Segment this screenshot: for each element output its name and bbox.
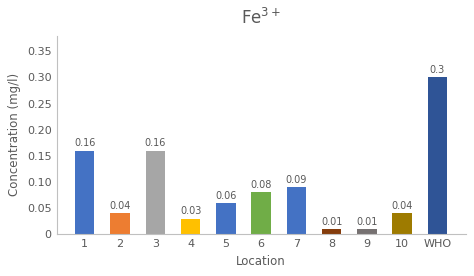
Text: 0.06: 0.06 — [215, 191, 237, 201]
Bar — [146, 151, 165, 234]
Y-axis label: Concentration (mg/l): Concentration (mg/l) — [9, 73, 21, 197]
X-axis label: Location: Location — [236, 255, 286, 268]
Text: 0.01: 0.01 — [356, 217, 378, 227]
Bar — [322, 229, 341, 234]
Text: 0.09: 0.09 — [286, 175, 307, 185]
Bar — [110, 213, 130, 234]
Bar — [428, 77, 447, 234]
Bar — [287, 187, 306, 234]
Text: 0.03: 0.03 — [180, 206, 201, 216]
Bar — [181, 219, 200, 234]
Text: 0.16: 0.16 — [145, 139, 166, 148]
Bar — [216, 203, 236, 234]
Title: Fe$^{3+}$: Fe$^{3+}$ — [241, 8, 281, 28]
Text: 0.04: 0.04 — [109, 201, 131, 211]
Text: 0.3: 0.3 — [430, 65, 445, 75]
Text: 0.16: 0.16 — [74, 139, 95, 148]
Bar — [251, 192, 271, 234]
Text: 0.01: 0.01 — [321, 217, 342, 227]
Bar — [357, 229, 376, 234]
Bar — [392, 213, 412, 234]
Bar — [75, 151, 94, 234]
Text: 0.08: 0.08 — [250, 180, 272, 190]
Text: 0.04: 0.04 — [392, 201, 413, 211]
